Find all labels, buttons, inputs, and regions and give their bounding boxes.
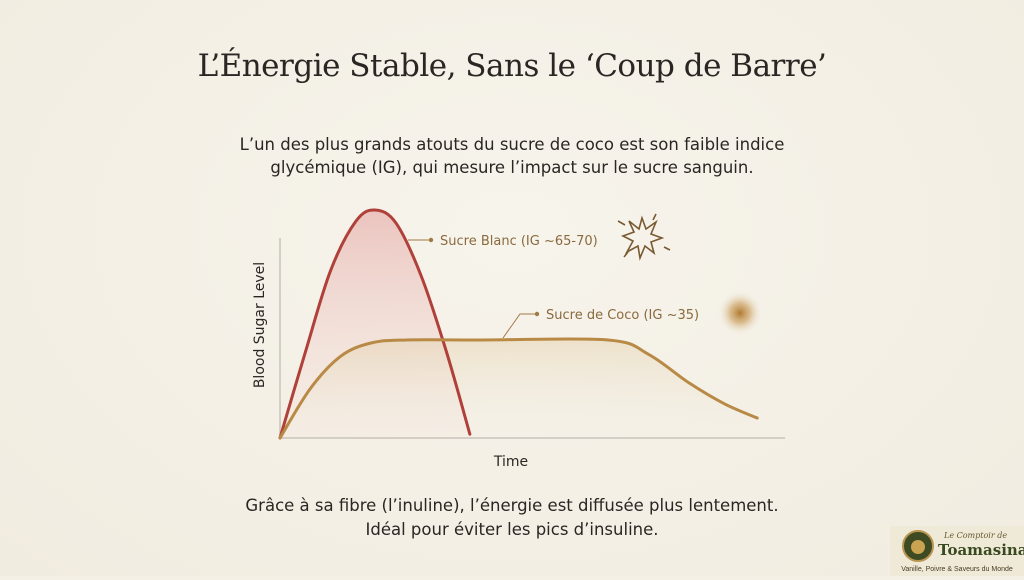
intro-line: L’un des plus grands atouts du sucre de …: [239, 135, 785, 154]
brand-logo: Le Comptoir de Toamasina Vanille, Poivre…: [890, 526, 1024, 576]
starburst-icon: [617, 213, 671, 261]
logo-top-text: Le Comptoir de: [943, 531, 1007, 540]
outro-line: Idéal pour éviter les pics d’insuline.: [365, 520, 659, 539]
x-axis-label: Time: [493, 454, 528, 470]
outro-text: Grâce à sa fibre (l’inuline), l’énergie …: [0, 494, 1024, 542]
legend-sucre-coco: Sucre de Coco (IG ~35): [502, 308, 699, 339]
logo-tagline: Vanille, Poivre & Saveurs du Monde: [901, 566, 1013, 573]
legend-sucre-blanc: Sucre Blanc (IG ~65-70): [408, 234, 598, 249]
glow-circle-icon: [718, 291, 762, 335]
outro-line: Grâce à sa fibre (l’inuline), l’énergie …: [245, 496, 779, 515]
legend-label: Sucre de Coco (IG ~35): [546, 308, 699, 323]
intro-line: glycémique (IG), qui mesure l’impact sur…: [270, 158, 754, 177]
series-line-1: [278, 337, 759, 440]
intro-text: L’un des plus grands atouts du sucre de …: [0, 133, 1024, 179]
page-title: L’Énergie Stable, Sans le ‘Coup de Barre…: [197, 48, 827, 84]
logo-name: Toamasina: [938, 541, 1024, 559]
y-axis-label: Blood Sugar Level: [252, 262, 268, 388]
series-area-1: [280, 338, 758, 438]
legend-label: Sucre Blanc (IG ~65-70): [440, 234, 598, 249]
